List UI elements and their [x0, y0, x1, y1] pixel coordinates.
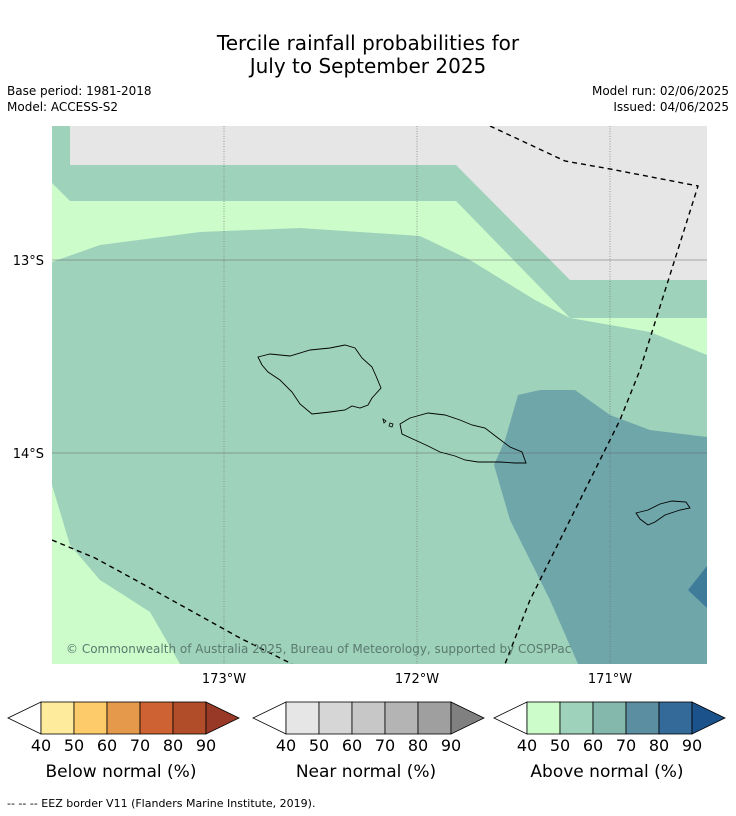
colorbar-tick-label: 80: [649, 736, 669, 755]
colorbar-swatch: [139, 701, 174, 735]
colorbar-extend-low: [7, 701, 42, 735]
base-period: Base period: 1981-2018: [7, 84, 152, 98]
lon-label-173w: 173°W: [202, 672, 246, 687]
colorbar-extend-low: [493, 701, 528, 735]
colorbar-swatch: [106, 701, 141, 735]
colorbar-tick-label: 40: [31, 736, 51, 755]
colorbar-tick-label: 90: [682, 736, 702, 755]
above-60-region-east: [494, 390, 707, 664]
near-normal-region: [70, 126, 707, 280]
colorbar-swatch: [417, 701, 452, 735]
lat-label-13s: 13°S: [13, 254, 44, 269]
colorbar-swatch: [559, 701, 594, 735]
colorbar-extend-high: [205, 701, 240, 735]
eez-legend-footer: -- -- -- EEZ border V11 (Flanders Marine…: [7, 797, 316, 810]
savaii-island: [257, 344, 382, 415]
colorbar-swatch: [40, 701, 75, 735]
model-name: Model: ACCESS-S2: [7, 100, 119, 114]
colorbar-tick-label: 40: [517, 736, 537, 755]
colorbar-swatch: [73, 701, 108, 735]
colorbar-swatch: [658, 701, 693, 735]
colorbar-tick-label: 60: [342, 736, 362, 755]
colorbar-tick-label: 40: [276, 736, 296, 755]
above-70-region: [688, 566, 707, 608]
colorbar-swatch: [318, 701, 353, 735]
colorbar-tick-label: 50: [64, 736, 84, 755]
colorbar-tick-label: 90: [441, 736, 461, 755]
colorbar-tick-label: 80: [163, 736, 183, 755]
colorbar-swatch: [172, 701, 207, 735]
colorbar-label-above: Above normal (%): [530, 762, 684, 782]
colorbar-swatch: [285, 701, 320, 735]
upolu-island: [399, 412, 527, 464]
colorbar-tick-label: 60: [97, 736, 117, 755]
colorbar-swatch: [625, 701, 660, 735]
colorbar-swatch: [384, 701, 419, 735]
colorbar-tick-label: 80: [408, 736, 428, 755]
tutuila-island: [635, 500, 691, 526]
colorbar-tick-label: 90: [196, 736, 216, 755]
lat-label-14s: 14°S: [13, 447, 44, 462]
colorbar-swatch: [351, 701, 386, 735]
lon-label-171w: 171°W: [588, 672, 632, 687]
map-panel: © Commonwealth of Australia 2025, Bureau…: [52, 126, 707, 664]
lon-label-172w: 172°W: [395, 672, 439, 687]
map-title-line1: Tercile rainfall probabilities for: [216, 31, 520, 55]
colorbar-below-normal: 40 50 60 70 80 90: [7, 701, 240, 755]
copyright-note: © Commonwealth of Australia 2025, Bureau…: [66, 642, 571, 656]
colorbar-tick-label: 50: [309, 736, 329, 755]
map-title-line2: July to September 2025: [249, 54, 487, 78]
islet-manono: [382, 418, 387, 424]
colorbar-label-near: Near normal (%): [295, 762, 437, 782]
colorbar-tick-label: 70: [616, 736, 636, 755]
colorbar-tick-label: 50: [550, 736, 570, 755]
colorbar-near-normal: 40 50 60 70 80 90: [252, 701, 485, 755]
islet-apolima: [388, 422, 394, 428]
colorbar-extend-high: [450, 701, 485, 735]
above-40-region-southwest: [52, 485, 180, 664]
graticule-lat: [52, 259, 707, 454]
colorbar-tick-label: 60: [583, 736, 603, 755]
graticule-lon: [223, 126, 611, 664]
model-run: Model run: 02/06/2025: [591, 84, 729, 98]
colorbar-swatch: [526, 701, 561, 735]
eez-border: [52, 126, 699, 664]
colorbar-tick-label: 70: [375, 736, 395, 755]
colorbar-swatch: [592, 701, 627, 735]
colorbar-label-below: Below normal (%): [45, 762, 197, 782]
issued-date: Issued: 04/06/2025: [613, 100, 729, 114]
colorbar-tick-label: 70: [130, 736, 150, 755]
colorbar-extend-low: [252, 701, 287, 735]
above-40-region-north: [52, 183, 707, 355]
colorbar-extend-high: [691, 701, 726, 735]
colorbar-above-normal: 40 50 60 70 80 90: [493, 701, 726, 755]
